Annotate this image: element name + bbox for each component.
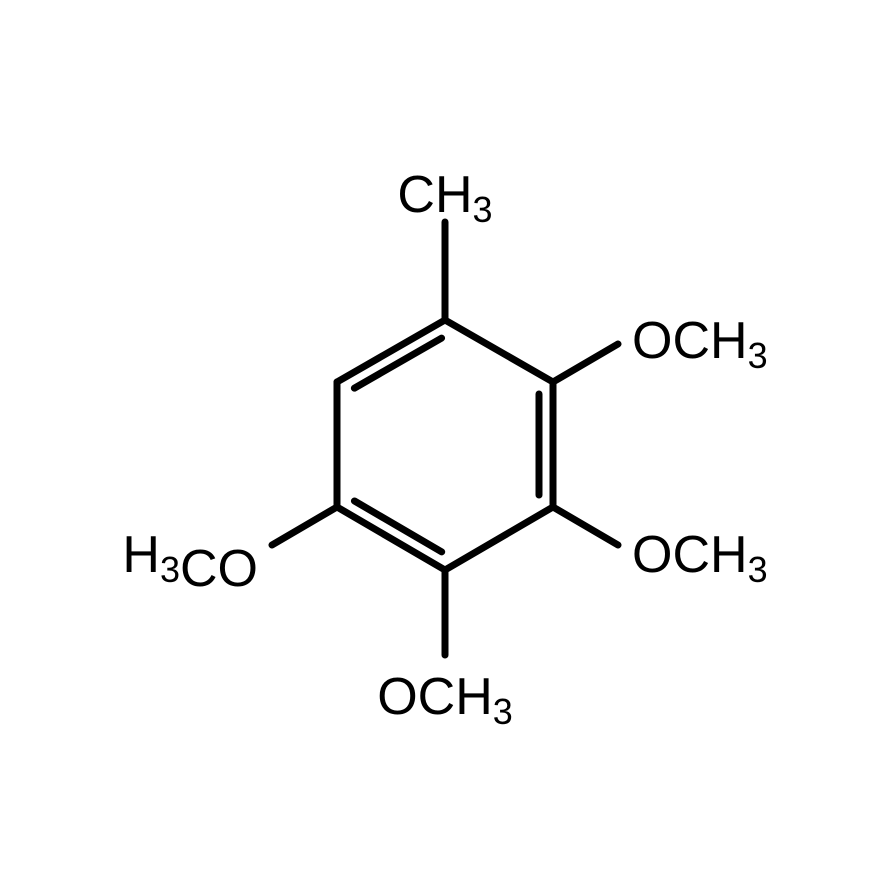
- svg-text:OCH3: OCH3: [632, 312, 768, 376]
- svg-text:CH3: CH3: [397, 166, 492, 230]
- svg-text:OCH3: OCH3: [377, 668, 513, 732]
- svg-text:H3CO: H3CO: [122, 526, 258, 598]
- molecule-diagram: CH3 OCH3 OCH3 OCH3 H3CO: [0, 0, 890, 890]
- svg-text:OCH3: OCH3: [632, 526, 768, 590]
